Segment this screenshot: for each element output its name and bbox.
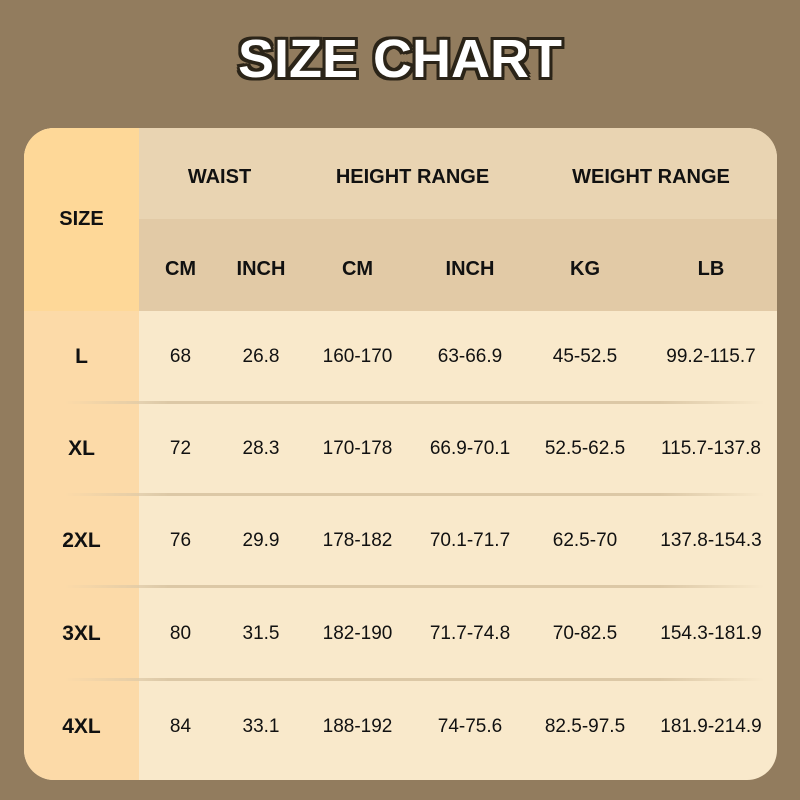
group-header-row bbox=[139, 128, 777, 219]
unit-header: LB bbox=[697, 257, 725, 280]
group-header: HEIGHT RANGE bbox=[335, 165, 490, 188]
table-cell: 80 bbox=[169, 622, 192, 644]
unit-header: INCH bbox=[445, 257, 495, 280]
unit-header: KG bbox=[570, 257, 600, 280]
table-cell: 26.8 bbox=[242, 346, 280, 367]
unit-header-row bbox=[139, 219, 777, 311]
table-cell: 70.1-71.7 bbox=[429, 530, 511, 551]
table-cell: 62.5-70 bbox=[552, 530, 618, 551]
size-header: SIZE bbox=[24, 128, 139, 311]
table-cell: 45-52.5 bbox=[552, 346, 618, 367]
table-cell: 178-182 bbox=[322, 530, 393, 551]
page-title: SIZE CHART bbox=[238, 29, 562, 89]
table-cell: 84 bbox=[169, 715, 192, 737]
table-cell: 66.9-70.1 bbox=[429, 438, 511, 459]
unit-header: INCH bbox=[236, 257, 286, 280]
row-divider bbox=[64, 585, 764, 588]
size-label: 3XL bbox=[62, 621, 101, 645]
size-label: XL bbox=[68, 437, 95, 460]
table-cell: 170-178 bbox=[322, 438, 393, 459]
table-cell: 182-190 bbox=[322, 622, 393, 644]
table-cell: 154.3-181.9 bbox=[660, 622, 762, 644]
size-chart-table: SIZE WAIST HEIGHT RANGE WEIGHT RANGE CM INCH… bbox=[24, 128, 777, 780]
table-cell: 160-170 bbox=[322, 346, 393, 367]
table-cell: 68 bbox=[169, 346, 192, 367]
table-cell: 74-75.6 bbox=[437, 715, 503, 737]
table-cell: 28.3 bbox=[242, 438, 280, 459]
table-cell: 137.8-154.3 bbox=[660, 530, 762, 551]
size-label: 4XL bbox=[62, 714, 101, 738]
group-header: WAIST bbox=[187, 165, 252, 188]
size-label: 2XL bbox=[62, 529, 101, 552]
table-cell: 181.9-214.9 bbox=[660, 715, 762, 737]
table-cell: 76 bbox=[169, 530, 192, 551]
unit-header: CM bbox=[164, 257, 197, 280]
row-divider bbox=[64, 678, 764, 681]
size-label: L bbox=[75, 345, 88, 368]
table-cell: 115.7-137.8 bbox=[660, 438, 761, 459]
table-cell: 188-192 bbox=[322, 715, 393, 737]
row-divider bbox=[64, 401, 764, 404]
table-cell: 52.5-62.5 bbox=[544, 438, 626, 459]
table-cell: 71.7-74.8 bbox=[429, 622, 511, 644]
row-divider bbox=[64, 493, 764, 496]
table-cell: 29.9 bbox=[242, 530, 280, 551]
table-cell: 63-66.9 bbox=[437, 346, 503, 367]
table-cell: 31.5 bbox=[242, 622, 280, 644]
unit-header: CM bbox=[341, 257, 374, 280]
table-cell: 72 bbox=[169, 438, 192, 459]
table-cell: 70-82.5 bbox=[552, 622, 618, 644]
table-cell: 33.1 bbox=[242, 715, 280, 737]
table-cell: 99.2-115.7 bbox=[666, 346, 756, 367]
table-cell: 82.5-97.5 bbox=[544, 715, 626, 737]
group-header: WEIGHT RANGE bbox=[572, 165, 730, 188]
